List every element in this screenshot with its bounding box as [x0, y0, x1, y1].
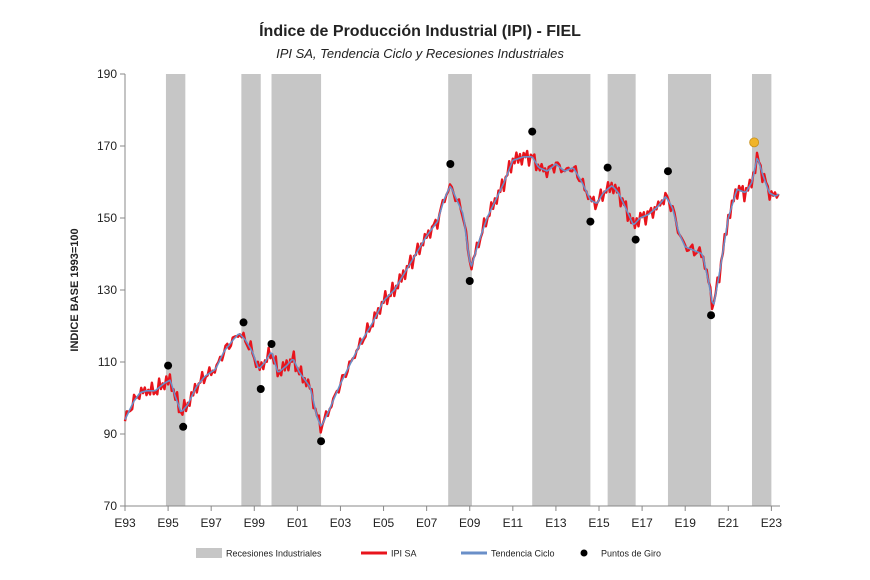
y-tick-label: 90: [104, 427, 118, 441]
x-tick-label: E09: [459, 516, 481, 530]
series-tendencia-ciclo: [124, 156, 780, 427]
y-tick-label: 190: [97, 67, 117, 81]
recession-bands: [165, 74, 772, 506]
y-tick-label: 170: [97, 139, 117, 153]
tentative-turning-point: [749, 137, 760, 148]
turning-point: [465, 277, 474, 285]
axes: 70 90 110 130 150 170 190 E93 E95 E97 E99 E01 E03 E05…: [97, 67, 782, 530]
y-axis-label: INDICE BASE 1993=100: [69, 228, 81, 351]
turning-point: [663, 167, 672, 176]
legend-label: Tendencia Ciclo: [491, 549, 555, 559]
turning-point: [179, 422, 188, 431]
y-tick-label: 130: [97, 283, 117, 297]
turning-point: [164, 361, 173, 370]
chart-title: Índice de Producción Industrial (IPI) - …: [259, 21, 581, 40]
turning-point: [631, 235, 640, 244]
chart-subtitle: IPI SA, Tendencia Ciclo y Recesiones Ind…: [276, 46, 564, 61]
legend-label: Recesiones Industriales: [226, 549, 322, 559]
turning-point: [528, 127, 537, 136]
turning-point: [603, 163, 612, 172]
y-tick-label: 110: [98, 355, 117, 369]
turning-point: [446, 160, 455, 168]
recession-band-3: [448, 74, 472, 506]
legend-swatch: [196, 548, 222, 558]
x-tick-label: E17: [631, 516, 653, 530]
x-tick-label: E07: [416, 516, 438, 530]
legend-label: IPI SA: [391, 549, 417, 559]
turning-points: [164, 127, 760, 446]
recession-band-0: [165, 74, 186, 506]
recession-band-6: [667, 74, 712, 506]
x-tick-label: E95: [157, 516, 179, 530]
x-tick-label: E23: [761, 516, 783, 530]
turning-point: [267, 340, 276, 348]
series-lines: [123, 149, 780, 434]
x-tick-label: E01: [287, 516, 309, 530]
y-tick-label: 150: [97, 211, 117, 225]
recession-band-2: [271, 74, 322, 506]
x-tick-label: E05: [373, 516, 395, 530]
x-tick-label: E03: [330, 516, 352, 530]
x-tick-label: E93: [114, 516, 136, 530]
x-tick-label: E15: [588, 516, 610, 530]
recession-band-5: [607, 74, 636, 506]
recession-band-4: [532, 74, 591, 506]
x-tick-label: E99: [244, 516, 266, 530]
turning-point: [586, 217, 595, 226]
legend: Recesiones Industriales IPI SA Tendencia C…: [196, 548, 661, 559]
turning-point: [707, 311, 716, 320]
turning-point: [317, 437, 326, 446]
turning-point: [256, 385, 265, 393]
turning-point: [239, 318, 248, 327]
recession-band-1: [241, 74, 261, 506]
series-ipi-sa: [123, 149, 780, 434]
legend-label: Puntos de Giro: [601, 549, 661, 559]
x-tick-label: E13: [545, 516, 567, 530]
x-tick-label: E11: [503, 516, 524, 530]
x-tick-label: E21: [718, 516, 740, 530]
x-tick-label: E19: [675, 516, 697, 530]
legend-swatch: [580, 549, 588, 557]
y-tick-label: 70: [104, 499, 118, 513]
x-tick-label: E97: [201, 516, 223, 530]
